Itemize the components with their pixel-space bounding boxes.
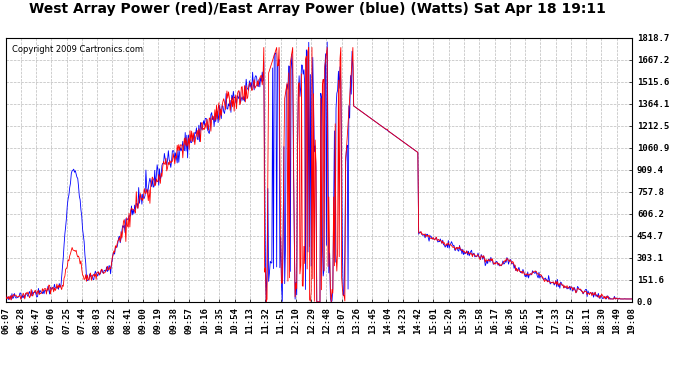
- Text: West Array Power (red)/East Array Power (blue) (Watts) Sat Apr 18 19:11: West Array Power (red)/East Array Power …: [29, 2, 606, 16]
- Text: Copyright 2009 Cartronics.com: Copyright 2009 Cartronics.com: [12, 45, 143, 54]
